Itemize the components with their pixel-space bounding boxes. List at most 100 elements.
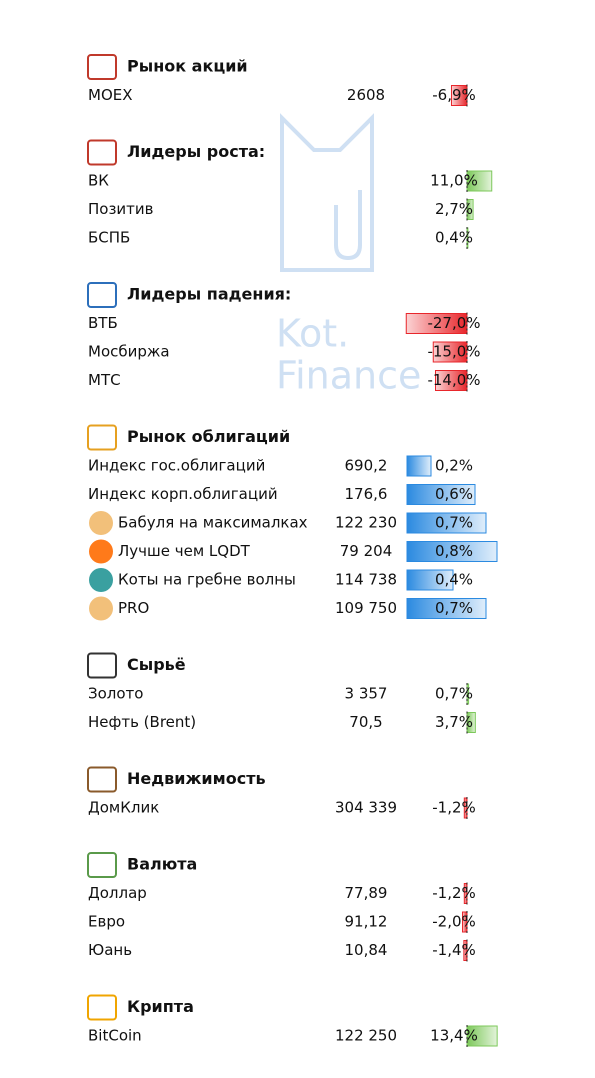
row-name: МТС: [88, 371, 121, 389]
row-change: -1,2%: [432, 799, 476, 817]
row-name: ДомКлик: [88, 799, 159, 817]
row-change: 0,6%: [435, 485, 473, 503]
watermark: [280, 113, 374, 272]
data-bar: [432, 341, 468, 363]
row-value: 122 230: [335, 514, 397, 532]
row-value: 176,6: [345, 485, 388, 503]
data-bar: [406, 598, 487, 619]
row-value: 77,89: [345, 884, 388, 902]
row-name: Лучше чем LQDT: [118, 542, 251, 560]
data-bar: [406, 484, 476, 505]
section-icon: [87, 766, 117, 793]
row-name: ВТБ: [88, 314, 118, 332]
section-title: Сырьё: [127, 655, 186, 674]
row-icon: [89, 539, 113, 564]
data-bar: [406, 512, 487, 534]
row-name: Нефть (Brent): [88, 713, 196, 731]
row-name: Индекс гос.облигаций: [88, 457, 265, 475]
row-name: Мосбиржа: [88, 343, 170, 361]
section-icon: [87, 852, 117, 878]
data-bar: [405, 313, 468, 334]
row-icon: [89, 596, 113, 621]
row-value: 690,2: [345, 457, 388, 475]
section-title: Валюта: [127, 855, 197, 874]
data-bar: [466, 683, 470, 705]
data-bar: [406, 455, 432, 477]
section-title: Рынок облигаций: [127, 427, 290, 446]
row-name: Бабуля на максималках: [118, 514, 308, 532]
data-bar: [466, 199, 474, 220]
watermark-cat: [280, 113, 374, 272]
section-title: Крипта: [127, 997, 194, 1016]
row-value: 114 738: [335, 571, 397, 589]
row-change: -15,0%: [427, 343, 480, 361]
watermark-clip: [334, 190, 362, 261]
watermark-text: Kot.: [276, 312, 349, 356]
row-value: 91,12: [345, 913, 388, 931]
row-change: 0,2%: [435, 457, 473, 475]
row-icon: [89, 568, 113, 592]
row-name: PRO: [118, 599, 149, 617]
watermark-text: Finance: [276, 354, 421, 398]
data-bar: [450, 85, 468, 106]
row-value: 10,84: [345, 941, 388, 959]
row-change: 0,4%: [435, 229, 473, 247]
row-change: -2,0%: [432, 913, 476, 931]
row-name: Доллар: [88, 884, 147, 902]
row-name: Евро: [88, 913, 125, 931]
row-change: 0,7%: [435, 599, 473, 617]
section-icon: [87, 424, 117, 451]
data-bar: [463, 797, 468, 819]
row-change: 3,7%: [435, 713, 473, 731]
row-change: -27,0%: [427, 314, 480, 332]
section-icon: [87, 139, 117, 166]
row-name: BitCoin: [88, 1027, 142, 1045]
data-bar: [466, 170, 493, 192]
section-title: Лидеры роста:: [127, 142, 265, 161]
row-name: MOEX: [88, 86, 133, 104]
data-bar: [406, 541, 498, 562]
row-change: 0,4%: [435, 571, 473, 589]
row-change: -14,0%: [427, 371, 480, 389]
section-icon: [87, 994, 117, 1021]
row-change: -6,9%: [432, 86, 476, 104]
section-icon: [87, 652, 117, 679]
row-value: 79 204: [340, 542, 393, 560]
row-change: 0,8%: [435, 542, 473, 560]
row-value: 2608: [347, 86, 385, 104]
row-name: Юань: [88, 941, 132, 959]
row-name: Индекс корп.облигаций: [88, 485, 278, 503]
data-bar: [463, 883, 468, 904]
row-value: 109 750: [335, 599, 397, 617]
row-value: 3 357: [345, 685, 388, 703]
row-name: БСПБ: [88, 229, 130, 247]
section-icon: [87, 282, 117, 308]
row-icon: [89, 511, 113, 535]
row-name: Коты на гребне волны: [118, 571, 296, 589]
row-value: 70,5: [349, 713, 382, 731]
section-title: Недвижимость: [127, 769, 266, 788]
row-change: 2,7%: [435, 200, 473, 218]
row-change: 0,7%: [435, 514, 473, 532]
data-bar: [466, 712, 476, 733]
row-name: Позитив: [88, 200, 154, 218]
row-change: -1,4%: [432, 941, 476, 959]
section-title: Лидеры падения:: [127, 285, 291, 304]
row-name: ВК: [88, 172, 109, 190]
row-change: 13,4%: [430, 1027, 478, 1045]
data-bar: [406, 569, 454, 591]
data-bar: [435, 370, 468, 391]
row-value: 304 339: [335, 799, 397, 817]
row-value: 122 250: [335, 1027, 397, 1045]
row-change: 11,0%: [430, 172, 478, 190]
row-change: -1,2%: [432, 884, 476, 902]
row-change: 0,7%: [435, 685, 473, 703]
data-bar: [466, 1025, 498, 1047]
row-name: Золото: [88, 685, 143, 703]
section-icon: [87, 54, 117, 80]
data-bar: [463, 940, 468, 961]
data-bar: [462, 911, 468, 933]
